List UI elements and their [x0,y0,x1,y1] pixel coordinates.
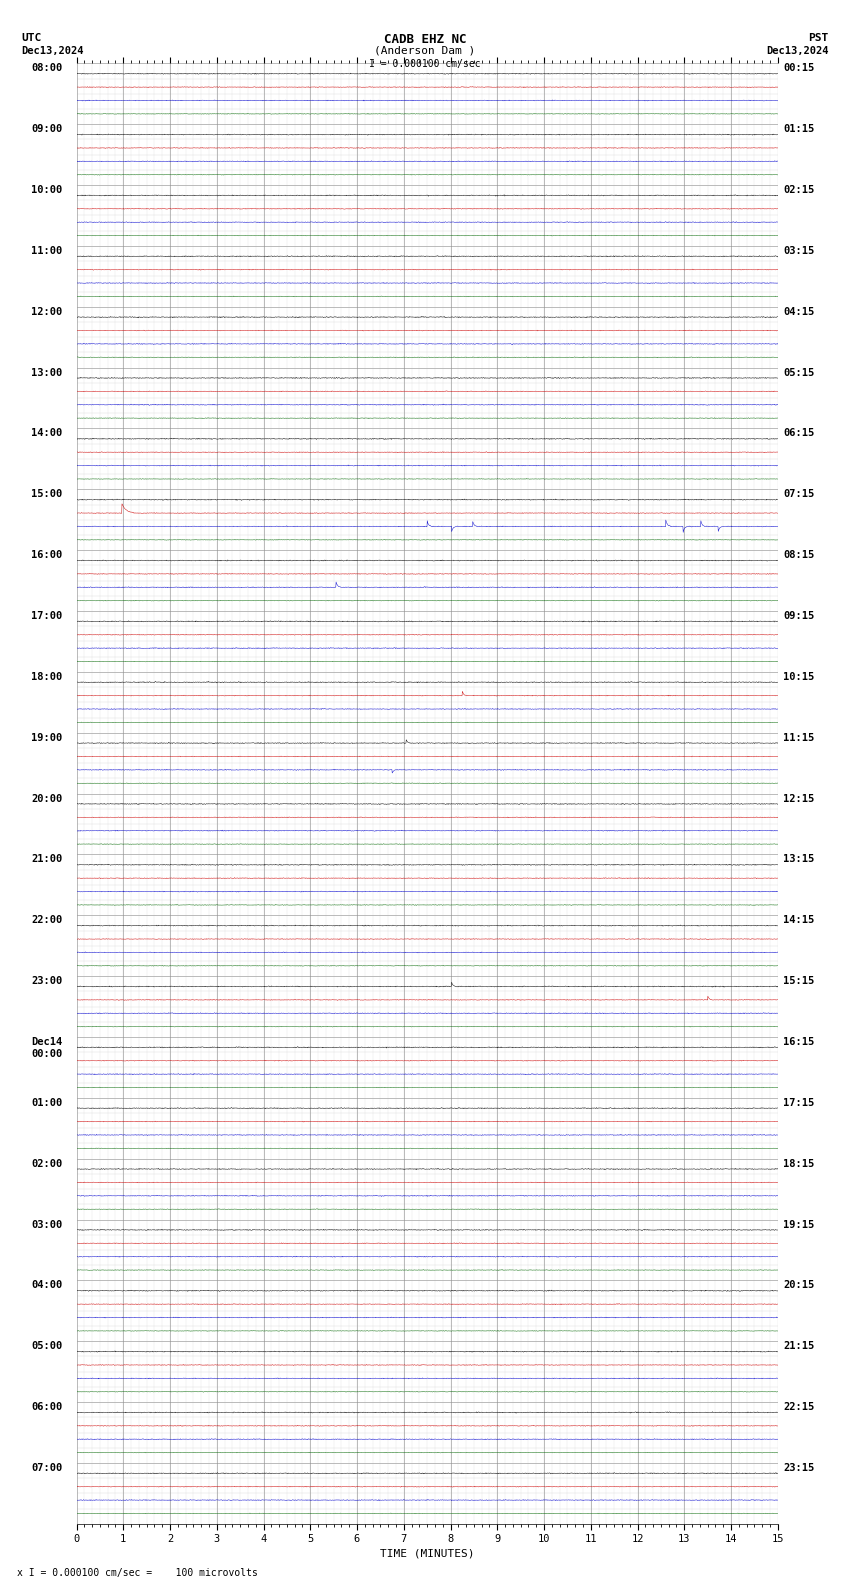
Text: CADB EHZ NC: CADB EHZ NC [383,33,467,46]
Text: 08:15: 08:15 [784,550,814,561]
Text: 05:15: 05:15 [784,367,814,377]
X-axis label: TIME (MINUTES): TIME (MINUTES) [380,1549,474,1559]
Text: 11:15: 11:15 [784,733,814,743]
Text: 17:15: 17:15 [784,1098,814,1107]
Text: 18:15: 18:15 [784,1159,814,1169]
Text: 05:00: 05:00 [31,1342,63,1351]
Text: 06:15: 06:15 [784,429,814,439]
Text: 06:00: 06:00 [31,1402,63,1411]
Text: 21:15: 21:15 [784,1342,814,1351]
Text: (Anderson Dam ): (Anderson Dam ) [374,46,476,55]
Text: 13:15: 13:15 [784,854,814,865]
Text: 21:00: 21:00 [31,854,63,865]
Text: 14:15: 14:15 [784,916,814,925]
Text: 03:00: 03:00 [31,1220,63,1229]
Text: 22:00: 22:00 [31,916,63,925]
Text: Dec13,2024: Dec13,2024 [21,46,84,55]
Text: 03:15: 03:15 [784,246,814,257]
Text: 22:15: 22:15 [784,1402,814,1411]
Text: 01:15: 01:15 [784,124,814,135]
Text: 10:00: 10:00 [31,185,63,195]
Text: 17:00: 17:00 [31,611,63,621]
Text: 19:15: 19:15 [784,1220,814,1229]
Text: 09:00: 09:00 [31,124,63,135]
Text: Dec14
00:00: Dec14 00:00 [31,1038,63,1058]
Text: 15:15: 15:15 [784,976,814,987]
Text: 19:00: 19:00 [31,733,63,743]
Text: 11:00: 11:00 [31,246,63,257]
Text: 16:15: 16:15 [784,1038,814,1047]
Text: 07:15: 07:15 [784,489,814,499]
Text: 12:00: 12:00 [31,307,63,317]
Text: 23:15: 23:15 [784,1464,814,1473]
Text: 10:15: 10:15 [784,672,814,681]
Text: 23:00: 23:00 [31,976,63,987]
Text: 02:15: 02:15 [784,185,814,195]
Text: Dec13,2024: Dec13,2024 [766,46,829,55]
Text: 14:00: 14:00 [31,429,63,439]
Text: 20:15: 20:15 [784,1280,814,1291]
Text: 16:00: 16:00 [31,550,63,561]
Text: 13:00: 13:00 [31,367,63,377]
Text: 04:15: 04:15 [784,307,814,317]
Text: 08:00: 08:00 [31,63,63,73]
Text: 20:00: 20:00 [31,794,63,803]
Text: 04:00: 04:00 [31,1280,63,1291]
Text: 00:15: 00:15 [784,63,814,73]
Text: PST: PST [808,33,829,43]
Text: UTC: UTC [21,33,42,43]
Text: 09:15: 09:15 [784,611,814,621]
Text: 18:00: 18:00 [31,672,63,681]
Text: I = 0.000100 cm/sec: I = 0.000100 cm/sec [369,59,481,68]
Text: 12:15: 12:15 [784,794,814,803]
Text: 02:00: 02:00 [31,1159,63,1169]
Text: x I = 0.000100 cm/sec =    100 microvolts: x I = 0.000100 cm/sec = 100 microvolts [17,1568,258,1578]
Text: 01:00: 01:00 [31,1098,63,1107]
Text: 07:00: 07:00 [31,1464,63,1473]
Text: 15:00: 15:00 [31,489,63,499]
